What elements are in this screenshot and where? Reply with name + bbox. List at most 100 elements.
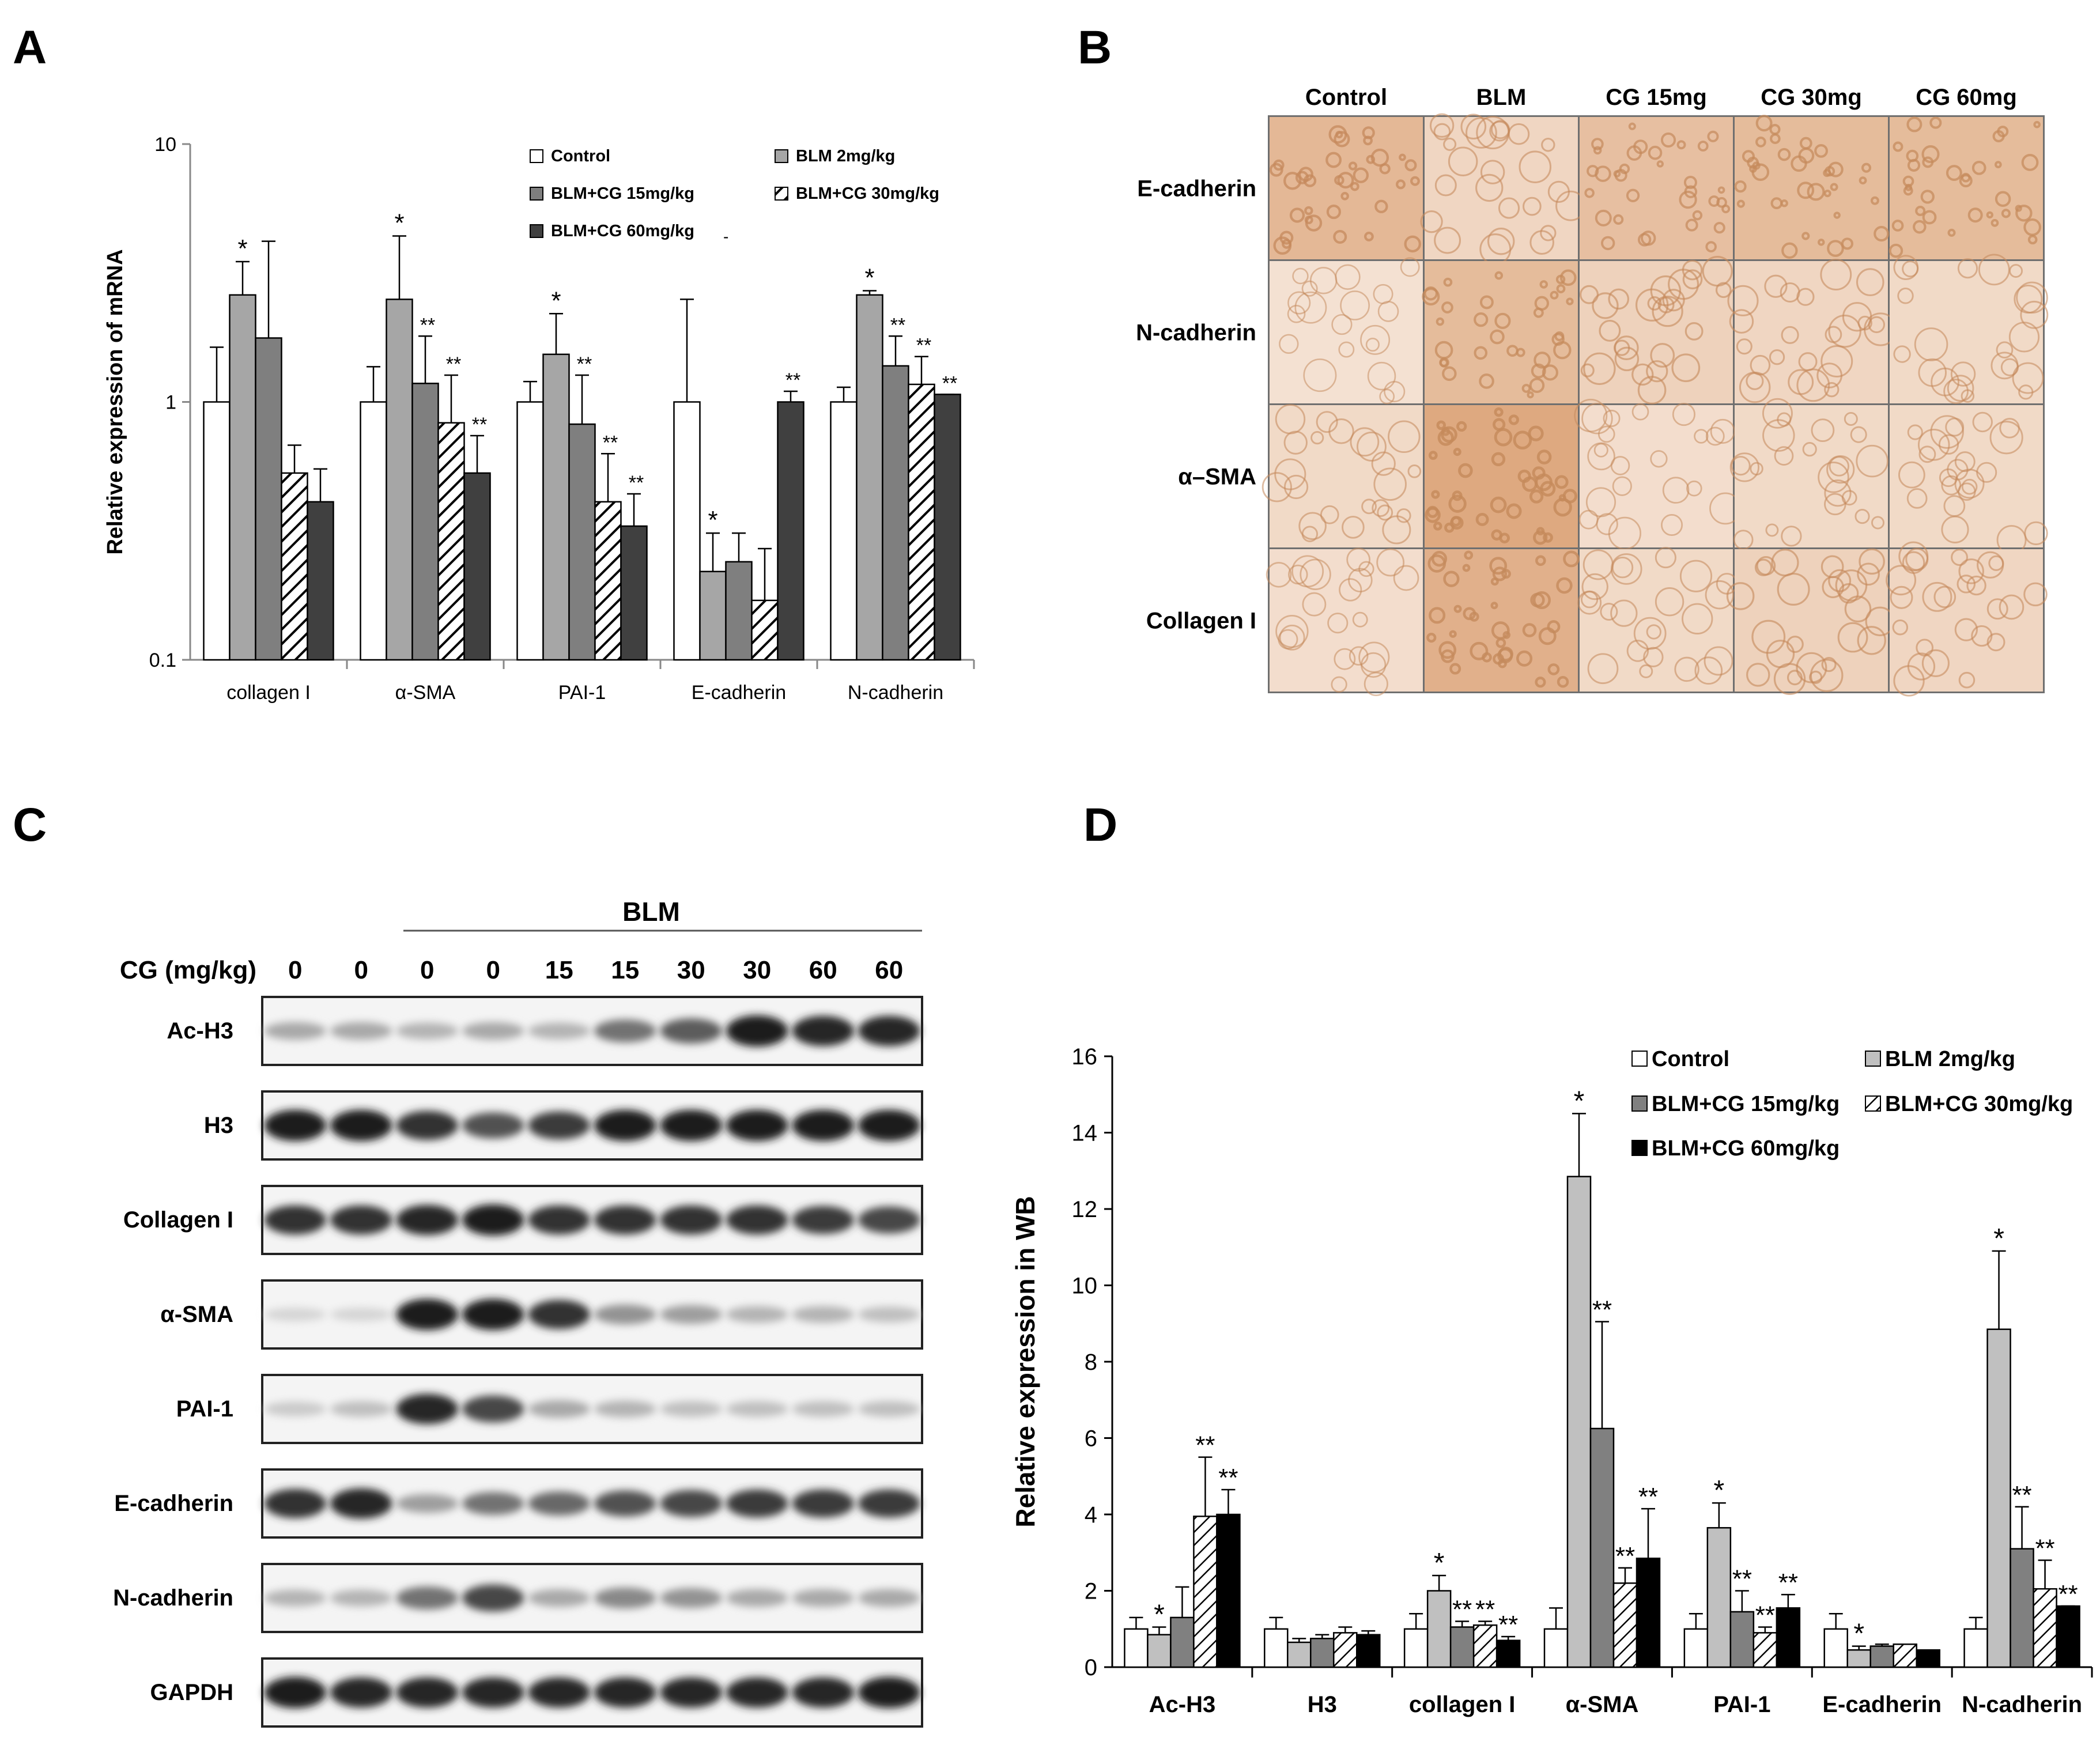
tissue-alveolus [1469,611,1479,622]
tissue-alveolus [2009,264,2023,278]
tissue-alveolus [1428,451,1438,460]
tissue-alveolus [2015,205,2022,212]
blot-band [264,1205,327,1235]
tissue-alveolus [1530,592,1545,607]
tissue-background [1270,261,1423,403]
tissue-alveolus [1971,625,1993,647]
blot-protein-label: Collagen I [123,1207,233,1233]
blot-band [462,1112,524,1139]
tissue-alveolus [1506,503,1522,519]
blot-band [660,1401,723,1417]
tissue-image [1425,405,1578,547]
y-axis-label: Relative expression of mRNA [103,249,127,554]
bar [751,599,779,661]
tissue-alveolus [1335,264,1361,290]
significance-mark: ** [1498,1611,1518,1639]
tissue-alveolus [1581,573,1608,600]
tissue-alveolus [1429,113,1455,138]
tissue-alveolus [1905,547,1929,571]
tissue-alveolus [1941,515,1969,543]
tissue-alveolus [1388,420,1421,454]
tissue-alveolus [1460,114,1487,140]
legend-label: Control [1652,1047,1729,1071]
blot-band [264,1401,327,1416]
blot-protein-label: H3 [204,1113,233,1138]
blot-band [396,1393,459,1425]
tissue-alveolus [1660,132,1676,148]
tissue-alveolus [1966,575,1986,596]
tissue-alveolus [1906,116,1923,133]
tissue-alveolus [1529,489,1544,504]
tissue-alveolus [1536,527,1545,535]
tissue-image [1727,259,1898,403]
blot-band [660,1109,723,1142]
legend-mark: - [723,228,728,245]
tissue-alveolus [2015,205,2033,222]
blot-band [396,1586,459,1610]
tissue-alveolus [1261,472,1292,503]
tissue-alveolus [1781,242,1798,259]
tissue-alveolus [1707,130,1719,142]
y-tick-label: 4 [1085,1502,1097,1528]
blot-protein-label: E-cadherin [114,1491,233,1516]
blot-band [462,1204,524,1236]
x-tick-label: PAI-1 [558,682,606,704]
tissue-alveolus [1752,161,1761,170]
tissue-alveolus [1599,319,1621,342]
x-tick-label: α-SMA [1566,1692,1639,1717]
tissue-alveolus [1762,419,1795,452]
bar [908,383,935,661]
tissue-alveolus [1694,429,1709,444]
tissue-alveolus [1338,341,1355,358]
tissue-alveolus [1377,504,1393,521]
tissue-alveolus [1907,424,1923,440]
tissue-alveolus [1591,138,1604,150]
bar [1893,1644,1917,1668]
y-tick-label: 6 [1085,1426,1097,1452]
lane-dose-label: 0 [486,956,500,984]
tissue-alveolus [1652,296,1683,327]
tissue-alveolus [1650,450,1668,468]
tissue-alveolus [1951,549,1968,566]
western-blot: BLM CG (mg/kg) 0 0 0 0 15 15 30 30 60 60 Ac-H3 H3 Coll… [113,897,923,1728]
blot-band [330,1488,392,1519]
blot-band [462,1492,524,1515]
tissue-alveolus [1902,260,1919,278]
tissue-alveolus [1320,505,1339,524]
tissue-alveolus [1363,135,1373,146]
x-tick-label: α-SMA [395,682,456,704]
blot-protein-label: N-cadherin [113,1585,233,1611]
tissue-alveolus [1289,207,1305,223]
bar [203,401,231,661]
bar [229,294,256,661]
lane-dose-label: 15 [611,956,639,984]
tissue-alveolus [1684,185,1698,198]
blot-band [594,1587,656,1609]
histology-row-label: Collagen I [1146,609,1256,634]
tissue-alveolus [1930,415,1964,449]
tissue-alveolus [1807,183,1825,201]
tissue-alveolus [1893,141,1903,152]
x-tick-label: Ac-H3 [1149,1692,1216,1717]
blot-band [726,1677,788,1708]
tissue-alveolus [1961,478,1978,495]
tissue-alveolus [1399,153,1406,161]
tissue-alveolus [1893,345,1911,363]
legend-label: Control [551,147,610,165]
tissue-alveolus [1797,182,1815,199]
tissue-alveolus [1494,271,1504,280]
blot-band [726,1489,788,1518]
tissue-alveolus [1479,373,1494,389]
legend-swatch [1865,1051,1881,1067]
significance-mark: ** [2012,1481,2031,1509]
lane-dose-label: 0 [354,956,368,984]
tissue-alveolus [1439,357,1449,368]
bar [463,472,491,661]
tissue-alveolus [1542,364,1558,381]
tissue-alveolus [1595,209,1612,226]
tissue-alveolus [1556,284,1566,293]
tissue-alveolus [1631,403,1649,421]
blot-band [726,1015,788,1047]
bar [1776,1607,1801,1668]
tissue-image [1425,549,1580,692]
